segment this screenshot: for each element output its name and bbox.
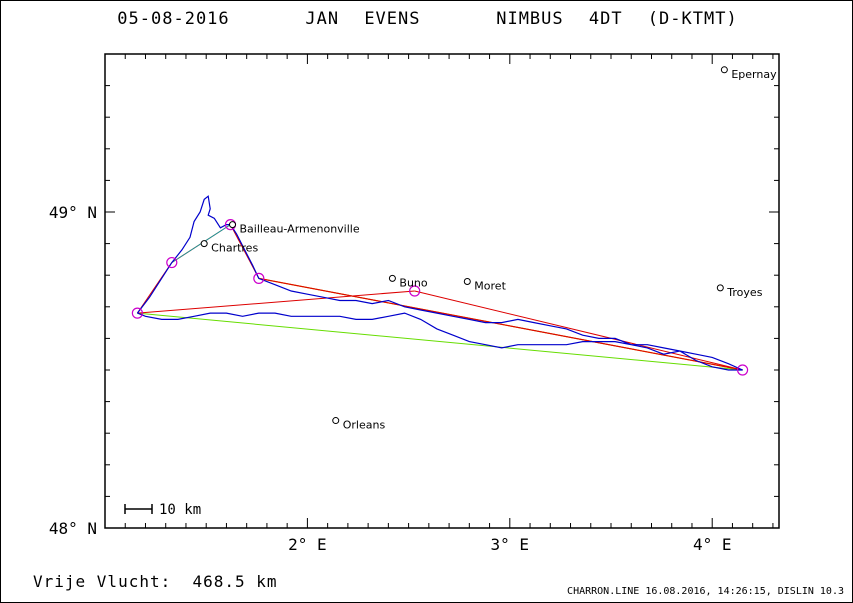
pilot-name: JAN EVENS: [305, 9, 421, 29]
place-markers: Epernay Bailleau-Armenonville Chartres Buno…: [200, 66, 777, 432]
place-label: Buno: [399, 276, 427, 289]
scale-bar-label: 10 km: [159, 502, 201, 518]
scale-bar: 10 km: [124, 502, 201, 518]
credit-line: CHARRON.LINE 16.08.2016, 14:26:15, DISLI…: [567, 586, 844, 597]
place-marker-icon: [200, 240, 208, 248]
glider-name: NIMBUS 4DT (D-KTMT): [496, 9, 738, 29]
turnpoint-circle: [736, 364, 749, 376]
place-marker-icon: [463, 278, 471, 286]
flight-date: 05-08-2016: [117, 9, 230, 29]
flight-track-line: [136, 195, 743, 371]
map-frame: [104, 53, 780, 529]
distance-value: 468.5 km: [192, 572, 278, 591]
flight-track: [136, 195, 743, 371]
place-marker-icon: [229, 221, 237, 229]
distance-readout: Vrije Vlucht: 468.5 km: [33, 572, 278, 591]
distance-label: Vrije Vlucht:: [33, 572, 172, 591]
x-tick-label: 3° E: [491, 535, 530, 554]
green-route-segment: [137, 312, 743, 371]
place-marker-icon: [716, 284, 724, 292]
place-label: Chartres: [211, 242, 258, 255]
turnpoint-circle: [409, 285, 421, 297]
red-route-segment: [258, 277, 743, 371]
red-route-segment: [137, 290, 415, 314]
red-route-segment: [414, 290, 743, 371]
place-label: Orleans: [343, 419, 386, 432]
turnpoint-circle: [166, 256, 178, 269]
x-tick-label: 4° E: [693, 535, 732, 554]
y-tick-label: 49° N: [49, 203, 97, 222]
turnpoint-circle: [253, 272, 265, 284]
place-label: Bailleau-Armenonville: [240, 223, 360, 236]
map-title: 05-08-2016 JAN EVENS NIMBUS 4DT (D-KTMT): [1, 9, 852, 29]
place-label: Epernay: [731, 68, 777, 81]
axis-ticks: 2° E 3° E 4° E 48° N 49° N: [49, 53, 779, 554]
place-marker-icon: [388, 274, 396, 282]
y-tick-label: 48° N: [49, 519, 97, 538]
place-marker-icon: [332, 417, 340, 425]
place-label: Moret: [474, 280, 506, 293]
place-label: Troyes: [726, 286, 762, 299]
place-marker-icon: [720, 66, 728, 74]
x-tick-label: 2° E: [288, 535, 327, 554]
turnpoint-circle: [131, 307, 143, 319]
